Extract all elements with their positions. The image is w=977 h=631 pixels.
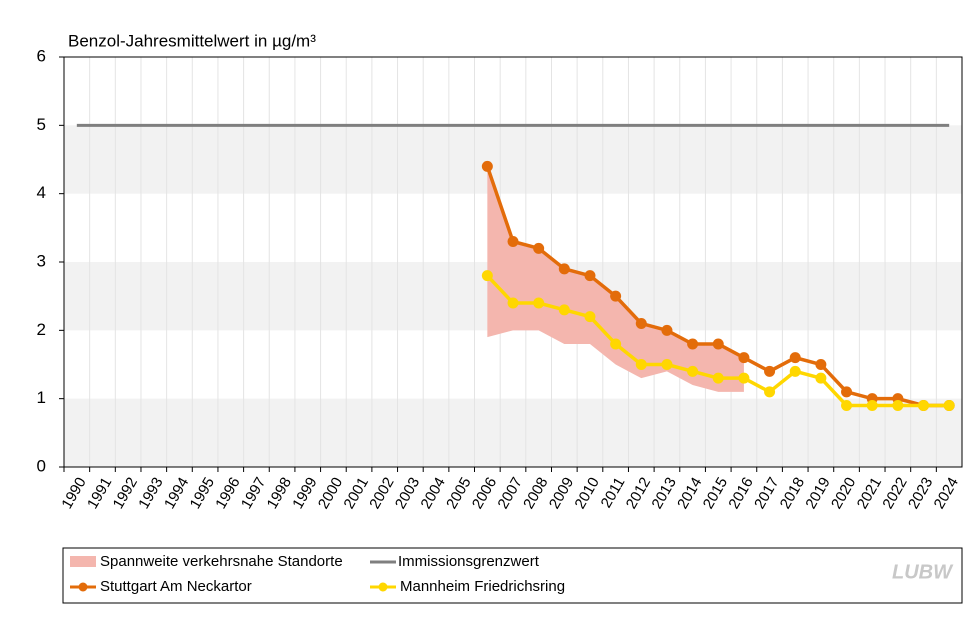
x-tick-label: 2003	[392, 474, 423, 511]
y-tick-label: 4	[37, 183, 46, 202]
x-tick-label: 1993	[135, 474, 166, 511]
x-tick-label: 1998	[264, 474, 295, 511]
series-marker	[866, 400, 878, 411]
x-tick-label: 1992	[110, 474, 141, 511]
x-tick-label: 1999	[289, 474, 320, 511]
x-tick-label: 2024	[931, 474, 962, 511]
y-tick-label: 2	[37, 320, 46, 339]
series-marker	[687, 365, 699, 377]
series-marker	[507, 297, 519, 309]
legend-swatch	[70, 556, 96, 567]
series-marker	[584, 311, 596, 323]
x-tick-label: 2001	[341, 474, 372, 511]
series-marker	[558, 304, 570, 316]
chart-title: Benzol-Jahresmittelwert in µg/m³	[68, 31, 316, 50]
x-tick-label: 2020	[828, 474, 859, 511]
x-tick-label: 2019	[802, 474, 833, 511]
series-marker	[738, 372, 750, 384]
series-marker	[558, 263, 570, 275]
series-marker	[661, 324, 673, 336]
series-marker	[789, 365, 801, 377]
x-tick-label: 2011	[598, 474, 629, 510]
x-tick-label: 2023	[905, 474, 936, 511]
y-tick-label: 3	[37, 251, 46, 270]
grid-band	[64, 398, 962, 467]
series-marker	[943, 400, 955, 411]
series-marker	[918, 400, 930, 411]
legend-swatch	[378, 582, 388, 592]
x-tick-label: 2015	[700, 474, 731, 511]
x-tick-label: 2009	[546, 474, 577, 511]
series-marker	[687, 338, 699, 350]
series-marker	[635, 318, 647, 329]
series-marker	[610, 338, 622, 350]
legend-label: Stuttgart Am Neckartor	[100, 578, 252, 595]
x-tick-label: 2007	[494, 474, 525, 511]
x-tick-label: 2016	[725, 474, 756, 511]
series-marker	[789, 352, 801, 364]
series-marker	[661, 359, 673, 370]
series-marker	[764, 386, 776, 398]
x-tick-label: 1996	[212, 474, 243, 511]
y-tick-label: 5	[37, 115, 46, 134]
x-tick-label: 1995	[187, 474, 218, 511]
x-tick-label: 1994	[161, 474, 192, 511]
x-tick-label: 1991	[84, 474, 115, 511]
x-tick-label: 2010	[571, 474, 602, 511]
legend-label: Mannheim Friedrichsring	[400, 578, 565, 595]
series-marker	[712, 372, 724, 384]
legend-label: Spannweite verkehrsnahe Standorte	[100, 553, 343, 570]
series-marker	[481, 160, 493, 172]
x-tick-label: 2008	[520, 474, 551, 511]
series-marker	[584, 270, 596, 282]
series-marker	[610, 290, 622, 302]
series-marker	[481, 270, 493, 282]
series-marker	[507, 236, 519, 247]
series-marker	[712, 338, 724, 350]
x-tick-label: 2014	[674, 474, 705, 511]
legend-box	[62, 547, 963, 604]
x-tick-label: 2022	[879, 474, 910, 511]
series-marker	[738, 352, 750, 364]
y-tick-label: 6	[37, 46, 46, 65]
x-tick-label: 2017	[751, 474, 782, 511]
x-tick-label: 1990	[58, 474, 89, 511]
x-tick-label: 2002	[366, 474, 397, 511]
series-marker	[841, 400, 853, 411]
series-marker	[892, 400, 904, 411]
series-marker	[764, 365, 776, 377]
x-tick-label: 2000	[315, 474, 346, 511]
series-marker	[815, 372, 827, 384]
series-marker	[635, 359, 647, 370]
logo: LUBW	[892, 561, 954, 583]
x-tick-label: 2012	[623, 474, 654, 511]
x-tick-label: 2006	[469, 474, 500, 511]
legend-label: Immissionsgrenzwert	[398, 553, 540, 570]
y-tick-label: 0	[37, 456, 46, 475]
series-marker	[533, 297, 545, 309]
y-tick-label: 1	[37, 388, 46, 407]
x-tick-label: 2013	[648, 474, 679, 511]
legend-swatch	[78, 582, 88, 592]
x-tick-label: 1997	[238, 474, 269, 511]
series-marker	[841, 386, 853, 398]
grid-band	[64, 125, 962, 194]
x-tick-label: 2004	[418, 474, 449, 511]
x-tick-label: 2018	[777, 474, 808, 511]
series-marker	[533, 242, 545, 254]
series-marker	[815, 359, 827, 370]
x-tick-label: 2021	[854, 474, 885, 511]
range-area	[487, 166, 744, 392]
x-tick-label: 2005	[443, 474, 474, 511]
